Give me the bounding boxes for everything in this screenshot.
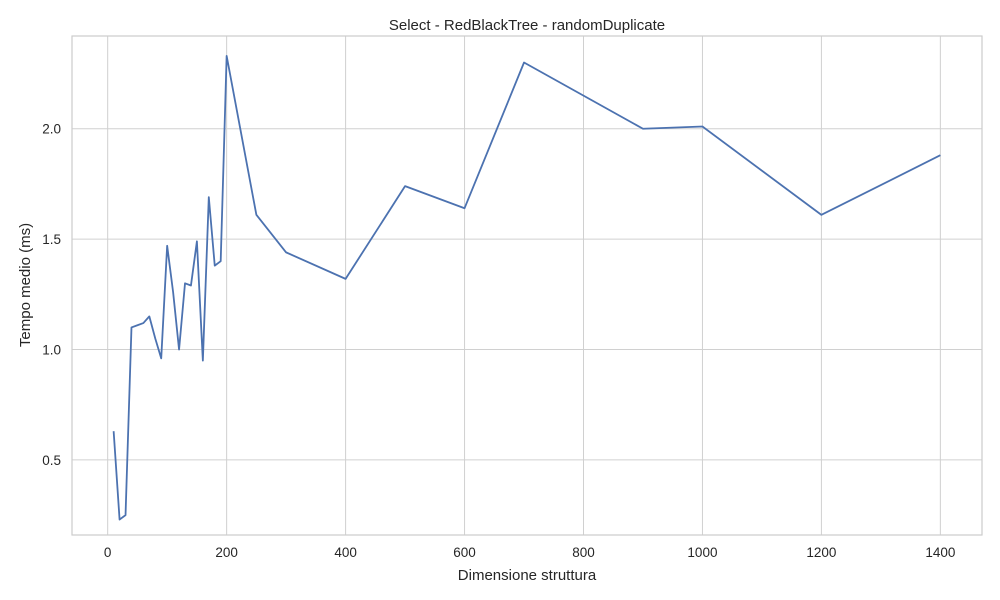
x-tick-label: 400 bbox=[334, 545, 357, 560]
y-tick-label: 2.0 bbox=[42, 122, 61, 137]
y-tick-label: 1.5 bbox=[42, 232, 61, 247]
chart-title: Select - RedBlackTree - randomDuplicate bbox=[389, 17, 665, 34]
series-line bbox=[112, 54, 941, 521]
x-tick-label: 1000 bbox=[687, 545, 717, 560]
y-tick-labels: 0.5 1.0 1.5 2.0 bbox=[42, 122, 61, 468]
x-axis-label: Dimensione struttura bbox=[458, 567, 597, 584]
x-tick-label: 0 bbox=[104, 545, 112, 560]
y-tick-label: 0.5 bbox=[42, 453, 61, 468]
x-tick-label: 200 bbox=[215, 545, 238, 560]
series-layer bbox=[112, 54, 941, 521]
y-tick-label: 1.0 bbox=[42, 343, 61, 358]
x-tick-labels: 0 200 400 600 800 1000 1200 1400 bbox=[104, 545, 955, 560]
x-tick-label: 600 bbox=[453, 545, 476, 560]
plot-frame bbox=[71, 35, 983, 536]
y-axis-label: Tempo medio (ms) bbox=[17, 223, 34, 347]
x-tick-label: 1200 bbox=[806, 545, 836, 560]
x-tick-label: 800 bbox=[572, 545, 595, 560]
x-tick-label: 1400 bbox=[925, 545, 955, 560]
grid-lines bbox=[72, 36, 982, 535]
